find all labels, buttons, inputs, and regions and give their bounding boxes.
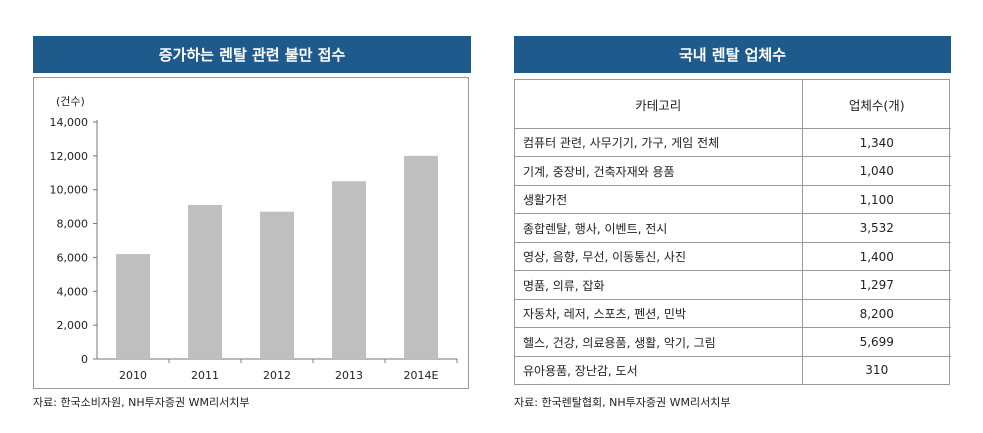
bar <box>404 155 438 359</box>
category-cell: 기계, 중장비, 건축자재와 용품 <box>514 156 803 186</box>
table-row: 헬스, 건강, 의료용품, 생활, 악기, 그림 5,699 <box>514 327 952 357</box>
y-unit-label: (건수) <box>56 95 85 108</box>
x-tick-label: 2012 <box>263 369 291 382</box>
y-tick-label: 12,000 <box>50 150 89 163</box>
table-row: 생활가전 1,100 <box>514 184 952 215</box>
table-title: 국내 렌탈 업체수 <box>678 46 787 64</box>
table-row: 종합렌탈, 행사, 이벤트, 전시 3,532 <box>514 213 952 243</box>
y-tick-label: 10,000 <box>50 184 89 197</box>
bar <box>116 254 150 359</box>
chart-source-note: 자료: 한국소비자원, NH투자증권 WM리서치부 <box>33 396 250 409</box>
y-tick-label: 8,000 <box>57 218 89 231</box>
table-row: 자동차, 레저, 스포츠, 펜션, 민박 8,200 <box>514 298 952 329</box>
bar <box>188 204 222 359</box>
table-row: 유아용품, 장난감, 도서 310 <box>514 355 952 385</box>
chart-frame: (건수) 0 2,000 4,000 6,000 8,000 10,000 12,000 14,… <box>33 77 469 389</box>
bar-chart: (건수) 0 2,000 4,000 6,000 8,000 10,000 12,000 14,… <box>50 95 458 382</box>
table-row: 영상, 음향, 무선, 이동통신, 사진 1,400 <box>514 241 952 272</box>
count-cell: 1,040 <box>801 156 952 186</box>
table-title-banner: 국내 렌탈 업체수 <box>514 36 951 73</box>
y-tick-label: 6,000 <box>57 251 89 264</box>
category-cell: 생활가전 <box>514 184 803 215</box>
chart-title-banner: 증가하는 렌탈 관련 불만 접수 <box>33 36 471 73</box>
x-tick-label: 2013 <box>335 369 363 382</box>
x-tick-label: 2011 <box>191 369 219 382</box>
count-cell: 8,200 <box>801 298 952 329</box>
column-header-category: 카테고리 <box>514 79 803 129</box>
count-cell: 1,340 <box>801 127 952 158</box>
x-tick-label: 2014E <box>404 369 439 382</box>
count-cell: 1,297 <box>801 270 952 300</box>
category-cell: 자동차, 레저, 스포츠, 펜션, 민박 <box>514 298 803 329</box>
table-row: 기계, 중장비, 건축자재와 용품 1,040 <box>514 156 952 186</box>
count-cell: 1,100 <box>801 184 952 215</box>
table-header-row: 카테고리 업체수(개) <box>514 79 952 129</box>
chart-title: 증가하는 렌탈 관련 불만 접수 <box>158 46 346 64</box>
bar <box>260 211 294 359</box>
rental-companies-table: 카테고리 업체수(개) 컴퓨터 관련, 사무기기, 가구, 게임 전체 1,34… <box>514 79 952 385</box>
y-tick-label: 4,000 <box>57 285 89 298</box>
x-tick-label: 2010 <box>119 369 147 382</box>
category-cell: 컴퓨터 관련, 사무기기, 가구, 게임 전체 <box>514 127 803 158</box>
table-row: 명품, 의류, 잡화 1,297 <box>514 270 952 300</box>
count-cell: 1,400 <box>801 241 952 272</box>
category-cell: 명품, 의류, 잡화 <box>514 270 803 300</box>
table-row: 컴퓨터 관련, 사무기기, 가구, 게임 전체 1,340 <box>514 127 952 158</box>
count-cell: 3,532 <box>801 213 952 243</box>
y-tick-label: 14,000 <box>50 116 89 129</box>
category-cell: 헬스, 건강, 의료용품, 생활, 악기, 그림 <box>514 327 803 357</box>
category-cell: 종합렌탈, 행사, 이벤트, 전시 <box>514 213 803 243</box>
y-tick-label: 0 <box>81 353 88 366</box>
bar <box>332 181 366 359</box>
y-tick-label: 2,000 <box>57 319 89 332</box>
category-cell: 유아용품, 장난감, 도서 <box>514 355 803 385</box>
count-cell: 5,699 <box>801 327 952 357</box>
table-source-note: 자료: 한국렌탈협회, NH투자증권 WM리서치부 <box>514 396 731 409</box>
column-header-count: 업체수(개) <box>801 79 952 129</box>
category-cell: 영상, 음향, 무선, 이동통신, 사진 <box>514 241 803 272</box>
count-cell: 310 <box>801 355 952 385</box>
